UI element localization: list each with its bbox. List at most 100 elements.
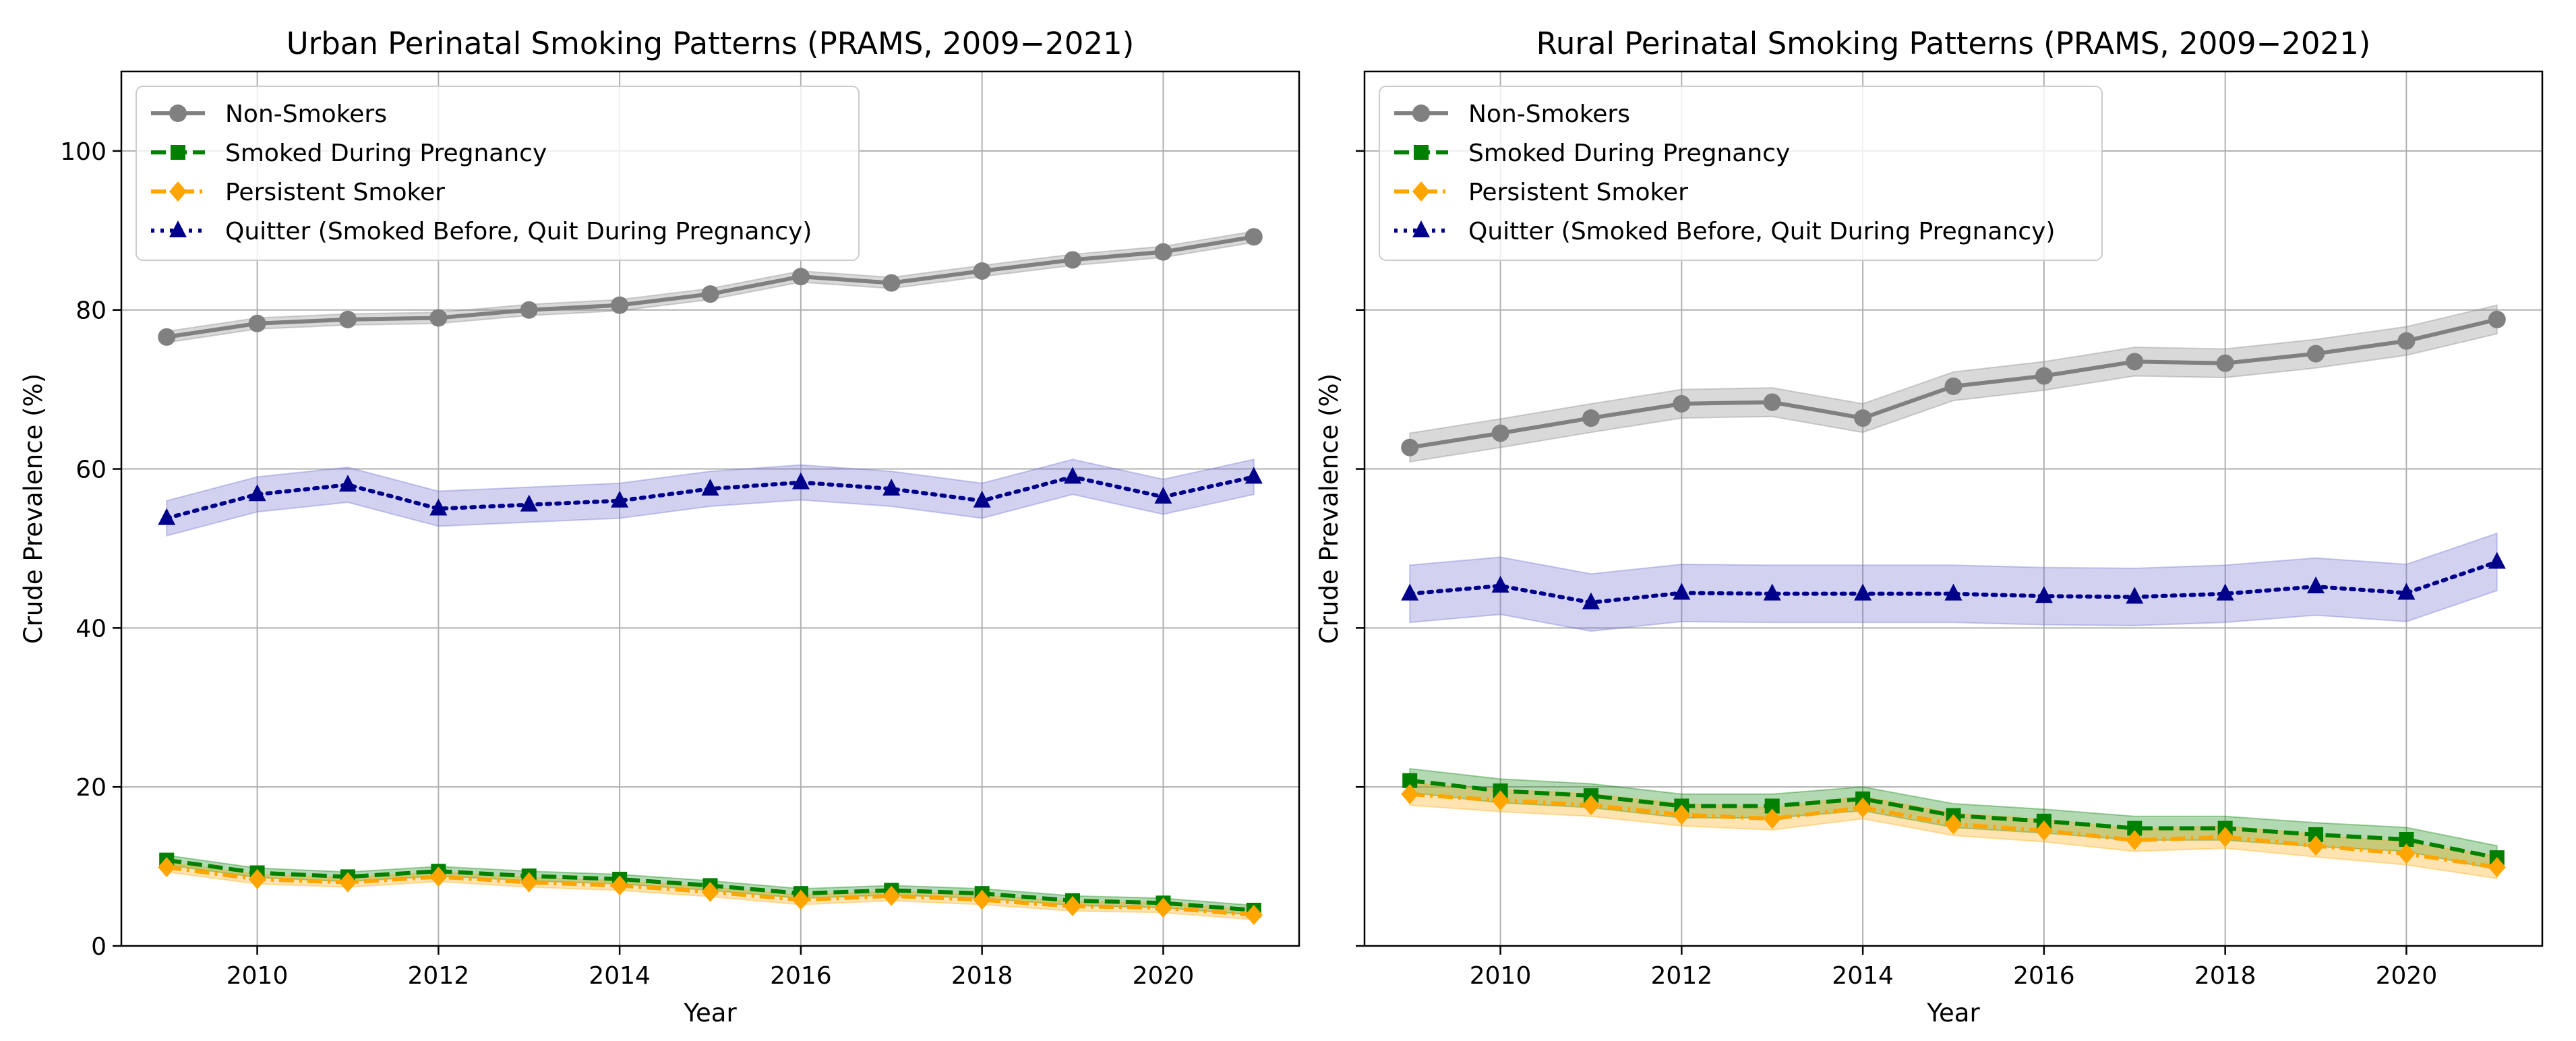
data-point [158,508,176,525]
rural-chart: 2010 2012 2014 2016 2018 2020 Rural Perinatal … [1315,26,2544,1028]
rural-y-axis-label: Crude Prevalence (%) [1315,374,1344,644]
rural-x-axis-label: Year [1926,999,1980,1028]
urban-chart: 2010 2012 2014 2016 2018 2020 0 20 40 60 80 100 Urba… [19,26,1300,1028]
data-point [1944,377,1963,395]
data-point [1491,575,1509,593]
urban-y-axis: 0 20 40 60 80 100 [60,138,121,961]
data-point [1401,438,1419,456]
legend-swatch-marker [171,145,185,160]
data-point [1245,467,1263,484]
data-point [973,262,991,280]
y-tick-label: 40 [76,615,107,643]
x-tick-label: 2012 [408,962,470,990]
legend-label: Quitter (Smoked Before, Quit During Preg… [225,218,812,245]
data-point [1582,592,1600,609]
data-point [1854,409,1872,427]
series-quitter-smoked-before-quit-during-pregnancy [1401,552,2506,609]
legend-swatch-marker [1412,105,1430,122]
data-point [248,314,266,332]
y-tick-label: 0 [91,933,107,961]
rural-y-axis [1356,150,1365,947]
data-point [973,490,991,508]
data-point [1245,905,1263,926]
data-point [1763,808,1781,829]
x-tick-label: 2020 [2376,962,2438,990]
x-tick-label: 2016 [2013,962,2075,990]
data-point [1491,790,1509,811]
data-point [701,881,719,902]
legend-label: Smoked During Pregnancy [225,140,547,167]
urban-plot-frame [120,70,1300,947]
data-point [2397,332,2416,350]
data-point [1673,394,1691,413]
data-point [882,885,901,906]
data-point [1401,783,1419,804]
data-point [1763,393,1781,411]
x-tick-label: 2018 [951,962,1013,990]
data-point [791,268,810,286]
data-point [2127,821,2143,836]
data-point [520,301,538,319]
data-point [2397,583,2416,600]
data-point [2035,586,2053,603]
data-point [2488,552,2506,569]
series-persistent-smoker [158,857,1263,926]
data-point [1673,804,1691,825]
data-point [1944,583,1963,601]
legend-label: Non-Smokers [1468,100,1630,128]
legend-swatch-marker [169,181,187,202]
data-point [2126,353,2144,371]
data-point [2216,354,2234,372]
data-point [1154,243,1172,261]
data-point [791,889,810,910]
data-point [611,296,629,314]
y-tick-label: 80 [76,297,107,325]
data-point [1673,583,1691,600]
data-point [1402,773,1418,788]
rural-plot-frame [1363,70,2544,947]
legend-label: Persistent Smoker [1468,179,1688,206]
data-point [1582,795,1600,816]
rural-x-axis: 2010 2012 2014 2016 2018 2020 [1470,946,2437,990]
data-point [2307,576,2325,594]
rural-legend: Non-Smokers Smoked During Pregnancy Persis… [1379,86,2103,261]
legend-entry: Persistent Smoker [1394,179,1688,206]
data-point [2126,587,2144,604]
x-tick-label: 2012 [1651,962,1713,990]
x-tick-label: 2020 [1133,962,1195,990]
data-point [520,494,538,512]
urban-x-axis-label: Year [683,999,737,1028]
x-tick-label: 2010 [227,962,289,990]
data-point [1491,424,1509,442]
data-point [973,889,991,910]
urban-x-axis: 2010 2012 2014 2016 2018 2020 [227,946,1194,990]
rural-chart-title: Rural Perinatal Smoking Patterns (PRAMS,… [1536,26,2371,61]
legend-entry: Smoked During Pregnancy [1394,140,1790,167]
data-point [429,498,448,516]
data-point [1582,409,1600,427]
legend-swatch-marker [1412,181,1430,202]
data-point [1154,897,1172,918]
legend-box [1379,86,2103,261]
y-tick-label: 60 [76,456,107,484]
legend-label: Persistent Smoker [225,179,445,206]
data-point [1064,467,1082,484]
data-point [338,310,357,328]
y-tick-label: 100 [60,138,107,166]
data-point [1064,896,1082,917]
data-point [1944,814,1963,835]
series-quitter-smoked-before-quit-during-pregnancy [158,467,1263,525]
legend-entry: Non-Smokers [151,100,387,128]
legend-entry: Persistent Smoker [151,179,445,206]
legend-entry: Smoked During Pregnancy [151,140,547,167]
data-point [882,274,901,292]
data-point [1763,583,1781,601]
data-point [611,875,629,896]
x-tick-label: 2018 [2194,962,2256,990]
data-point [2308,827,2324,842]
data-point [2126,830,2144,851]
data-point [158,328,176,346]
x-tick-label: 2014 [589,962,651,990]
legend-entry: Non-Smokers [1394,100,1630,128]
